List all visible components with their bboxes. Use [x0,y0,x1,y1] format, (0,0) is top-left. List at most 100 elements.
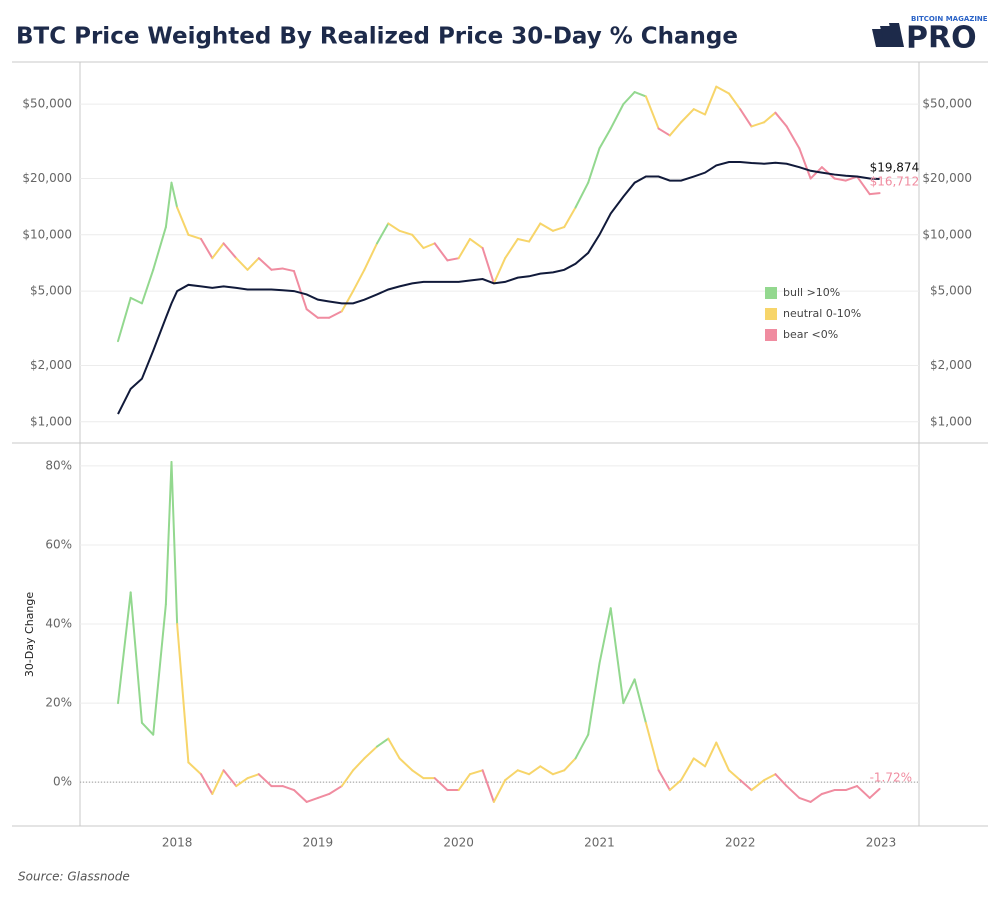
price-segment [200,237,214,260]
price-segment [504,237,519,260]
price-segment [598,607,612,665]
price-segment [340,290,355,313]
price-segment [820,789,836,795]
x-tick-label: 2021 [584,836,615,850]
price-segment [739,108,753,128]
price-segment [657,127,671,137]
price-segment [680,757,695,782]
price-segment [328,785,343,795]
price-segment [270,267,284,271]
price-segment [281,267,295,273]
price-segment [539,765,554,776]
price-segment [164,460,173,606]
price-segment [200,773,214,795]
price-segment [164,181,173,229]
price-segment [481,769,495,803]
x-tick-label: 2023 [866,836,897,850]
price-segment [492,779,507,803]
price-segment [868,787,881,799]
price-segment [680,108,695,124]
price-segment [211,242,225,260]
price-segment [844,785,859,792]
price-segment [398,229,414,236]
price-segment [739,779,753,792]
price-segment [292,789,308,803]
price-segment [587,662,601,736]
price-segment [246,257,260,271]
price-segment [176,206,190,236]
price-segment [468,769,484,776]
price-segment [833,177,847,182]
price-segment [528,765,542,776]
y-tick-label: 80% [45,458,72,472]
legend-swatch [765,329,777,341]
y2-tick-label: $2,000 [930,358,972,372]
price-segment [727,769,742,782]
price-segment [516,237,531,243]
x-tick-label: 2019 [303,836,334,850]
price-segment [785,785,801,799]
price-segment [668,121,683,137]
price-segment [715,741,730,772]
y-tick-label: $20,000 [22,171,72,185]
price-segment [457,237,471,260]
price-segment [856,785,871,799]
price-segment [257,773,273,788]
end-label: -1.72% [870,770,912,784]
price-segment [692,108,707,116]
price-segment [316,792,331,799]
price-segment [281,785,295,792]
y-tick-label: $2,000 [30,358,72,372]
y-tick-label: $50,000 [22,97,72,111]
legend-label: neutral 0-10% [783,307,861,320]
price-segment [750,121,766,128]
logo-top: BITCOIN MAGAZINE [911,15,988,23]
price-segment [152,603,167,736]
price-segment [352,757,366,772]
price-segment [727,92,742,111]
y2-tick-label: $5,000 [930,284,972,298]
price-segment [363,745,379,760]
price-segment [644,95,660,130]
price-segment [622,678,636,705]
price-segment [668,779,683,792]
price-segment [715,85,730,95]
price-segment [704,85,718,116]
y-tick-label: 20% [45,696,72,710]
price-segment [633,91,647,98]
price-segment [516,769,531,776]
price-segment [633,678,647,724]
price-segment [551,769,566,776]
logo: BITCOIN MAGAZINE PRO [872,15,988,56]
price-segment [170,181,179,209]
price-segment [328,310,343,319]
price-segment [433,777,449,792]
price-segment [129,591,143,724]
y-tick-label: $10,000 [22,227,72,241]
series-line [117,161,880,415]
price-segment [387,222,401,232]
price-segment [222,769,238,788]
price-segment [809,166,823,180]
price-segment [622,91,636,106]
price-segment [492,257,507,285]
price-segment [657,769,671,792]
price-segment [468,237,484,250]
price-segment [774,773,788,788]
legend-label: bear <0% [783,328,838,341]
price-segment [481,247,495,285]
logo-stripe [889,23,904,47]
price-segment [235,777,249,788]
y-tick-label: $1,000 [30,414,72,428]
y-tick-label: 0% [53,775,72,789]
price-segment [117,591,132,705]
price-segment [763,111,777,124]
price-segment [140,721,155,736]
price-segment [563,206,577,229]
x-tick-label: 2020 [443,836,474,850]
price-segment [187,761,203,776]
price-segment [170,460,179,626]
price-segment [446,257,460,262]
price-segment [774,111,788,128]
